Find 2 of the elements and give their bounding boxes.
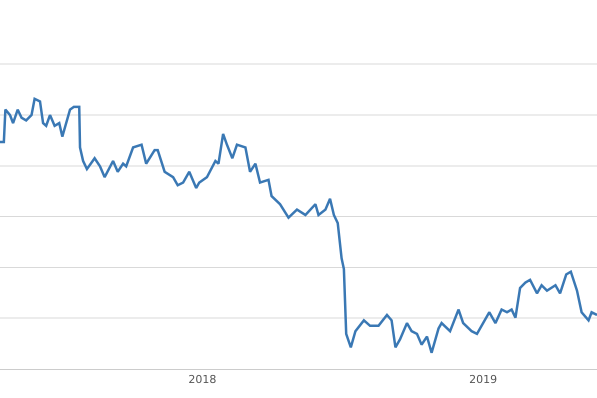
x-tick-label: 2018 xyxy=(188,373,216,386)
x-tick-label: 2019 xyxy=(469,373,498,386)
